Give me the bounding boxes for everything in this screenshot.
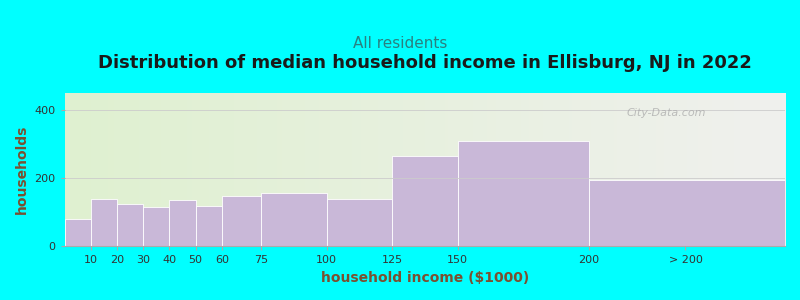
Bar: [326, 199, 392, 246]
Bar: [222, 196, 261, 246]
Bar: [91, 199, 117, 246]
Text: City-Data.com: City-Data.com: [626, 108, 706, 118]
Bar: [458, 141, 589, 246]
Bar: [392, 156, 458, 246]
Y-axis label: households: households: [15, 125, 29, 214]
Bar: [589, 180, 785, 246]
Bar: [65, 219, 91, 246]
Title: Distribution of median household income in Ellisburg, NJ in 2022: Distribution of median household income …: [98, 54, 752, 72]
Bar: [143, 207, 170, 246]
Bar: [170, 200, 196, 246]
X-axis label: household income ($1000): household income ($1000): [321, 271, 529, 285]
Text: All residents: All residents: [353, 36, 447, 51]
Bar: [261, 193, 326, 246]
Bar: [196, 206, 222, 246]
Bar: [117, 204, 143, 246]
